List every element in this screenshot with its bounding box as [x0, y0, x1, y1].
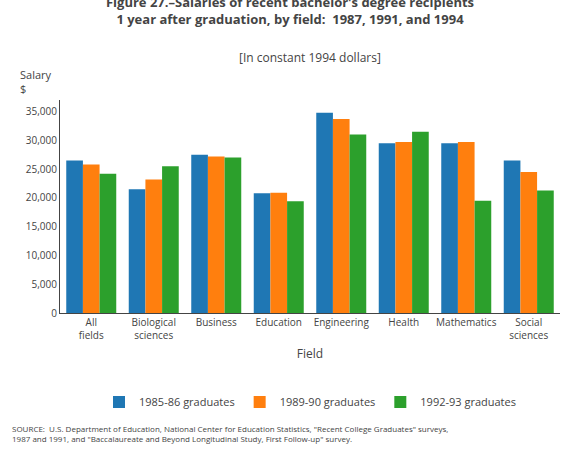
svg-text:1992-93 graduates: 1992-93 graduates	[420, 394, 516, 409]
svg-text:Salary$: Salary$	[20, 67, 52, 96]
svg-text:Education: Education	[256, 315, 302, 329]
svg-text:SOURCE: U.S. Department of Ed: SOURCE: U.S. Department of Education, Na…	[12, 423, 448, 444]
svg-text:Field: Field	[297, 345, 323, 362]
svg-text:Allfields: Allfields	[79, 315, 104, 342]
svg-text:Socialsciences: Socialsciences	[509, 315, 548, 342]
svg-text:35,000: 35,000	[26, 104, 57, 118]
svg-text:0: 0	[51, 306, 57, 320]
svg-text:Figure 27.–Salaries of recent: Figure 27.–Salaries of recent bachelor's…	[106, 0, 474, 28]
svg-text:Mathematics: Mathematics	[436, 315, 497, 329]
svg-text:[In constant 1994 dollars]: [In constant 1994 dollars]	[239, 49, 381, 66]
svg-text:Biologicalsciences: Biologicalsciences	[132, 315, 176, 342]
svg-text:20,000: 20,000	[26, 190, 57, 204]
svg-text:Engineering: Engineering	[314, 315, 370, 329]
svg-text:15,000: 15,000	[26, 219, 57, 233]
svg-text:1985-86 graduates: 1985-86 graduates	[139, 394, 235, 409]
svg-text:5,000: 5,000	[32, 277, 58, 291]
svg-text:30,000: 30,000	[26, 133, 57, 147]
svg-text:25,000: 25,000	[26, 162, 57, 176]
svg-text:Health: Health	[388, 315, 419, 329]
svg-text:Business: Business	[196, 315, 237, 329]
svg-text:10,000: 10,000	[26, 248, 57, 262]
svg-text:1989-90 graduates: 1989-90 graduates	[280, 394, 376, 409]
